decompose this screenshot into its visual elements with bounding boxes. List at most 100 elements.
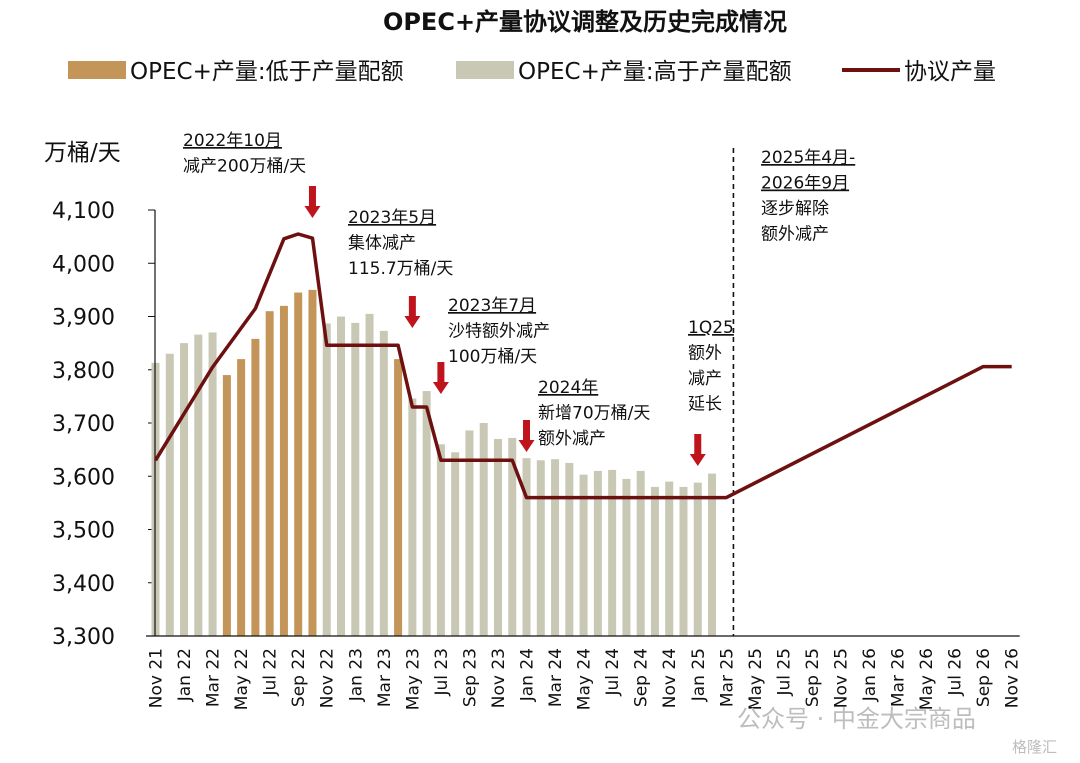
y-axis-unit-label: 万桶/天 <box>44 140 121 166</box>
bar-above-quota <box>465 430 474 636</box>
x-tick-label: Nov 23 <box>489 648 509 708</box>
legend-label-agreed-output: 协议产量 <box>904 59 996 85</box>
bar-below-quota <box>279 305 288 636</box>
x-tick-label: Jul 22 <box>261 648 281 697</box>
bar-above-quota <box>422 391 431 636</box>
x-tick-label: Jul 26 <box>946 648 966 697</box>
annotation-text: 沙特额外减产 <box>448 322 550 342</box>
agreed-output-layer <box>154 232 1012 500</box>
bar-above-quota <box>451 452 460 636</box>
x-tick-label: Jul 25 <box>774 648 794 697</box>
x-tick-label: May 26 <box>917 648 937 710</box>
bar-above-quota <box>479 423 488 636</box>
x-tick-label: May 22 <box>232 648 252 710</box>
bar-above-quota <box>608 469 617 636</box>
bar-above-quota <box>365 313 374 636</box>
x-axis: Nov 21 Jan 22 Mar 22 May 22 Jul 22 Sep 22 Nov … <box>147 648 1023 710</box>
x-tick-label: Jan 26 <box>860 648 880 702</box>
annotation-text: 2023年7月 <box>448 296 536 316</box>
bar-above-quota <box>708 473 717 636</box>
annotation-arrow-icon <box>404 296 421 328</box>
bar-below-quota <box>222 375 231 636</box>
bar-below-quota <box>294 292 303 636</box>
annotation-arrow-icon <box>432 362 449 394</box>
x-tick-label: Nov 21 <box>147 648 167 708</box>
bar-above-quota <box>322 323 331 636</box>
x-tick-label: Jan 25 <box>689 648 709 702</box>
bar-above-quota <box>679 486 688 636</box>
x-tick-label: Sep 22 <box>289 648 309 707</box>
chart-title: OPEC+产量协议调整及历史完成情况 <box>383 8 787 36</box>
x-tick-label: May 25 <box>746 648 766 710</box>
x-tick-label: Sep 26 <box>974 648 994 707</box>
legend-swatch-above-quota <box>456 61 514 79</box>
bar-below-quota <box>251 338 260 636</box>
y-tick-label: 4,100 <box>52 199 115 224</box>
bar-above-quota <box>208 332 217 636</box>
annotation-text: 减产200万桶/天 <box>183 157 306 177</box>
x-tick-label: Sep 24 <box>632 648 652 707</box>
agreed-output-line <box>154 232 1012 500</box>
bar-above-quota <box>508 437 517 636</box>
y-tick-label: 3,900 <box>52 306 115 331</box>
x-tick-label: Nov 24 <box>660 648 680 708</box>
annotation-arrow-icon <box>518 420 535 452</box>
x-tick-label: Jan 24 <box>518 648 538 702</box>
legend-swatch-below-quota <box>68 61 126 79</box>
x-tick-label: Mar 22 <box>204 648 224 707</box>
legend-label-below-quota: OPEC+产量:低于产量配额 <box>130 59 404 85</box>
x-tick-label: Nov 25 <box>831 648 851 708</box>
y-tick-label: 3,600 <box>52 465 115 490</box>
bar-below-quota <box>237 359 246 636</box>
annotation-text: 额外 <box>688 344 722 364</box>
annotation-text: 2022年10月 <box>183 131 282 151</box>
bar-above-quota <box>593 470 602 636</box>
annotation-text: 逐步解除 <box>761 199 829 219</box>
x-tick-label: Sep 23 <box>460 648 480 707</box>
legend-label-above-quota: OPEC+产量:高于产量配额 <box>518 59 792 85</box>
annotation-text: 2024年 <box>538 378 598 398</box>
x-tick-label: Jul 23 <box>432 648 452 697</box>
y-tick-label: 3,700 <box>52 412 115 437</box>
bar-above-quota <box>165 353 174 636</box>
bar-above-quota <box>622 478 631 636</box>
bar-above-quota <box>636 470 645 636</box>
x-tick-label: Mar 23 <box>375 648 395 707</box>
bar-below-quota <box>265 311 274 636</box>
bars-layer <box>151 289 717 636</box>
x-tick-label: Jan 22 <box>175 648 195 702</box>
annotation-text: 2026年9月 <box>761 174 849 194</box>
bar-above-quota <box>351 322 360 636</box>
watermark-logo: 格隆汇 <box>1012 738 1057 756</box>
annotation-text: 100万桶/天 <box>448 347 537 367</box>
y-tick-label: 3,500 <box>52 519 115 544</box>
bar-below-quota <box>308 289 317 636</box>
x-tick-label: Sep 25 <box>803 648 823 707</box>
annotation-text: 新增70万桶/天 <box>538 404 650 424</box>
x-tick-label: Nov 26 <box>1003 648 1023 708</box>
x-tick-label: Mar 24 <box>546 648 566 707</box>
bar-above-quota <box>536 460 545 636</box>
bar-above-quota <box>693 482 702 636</box>
bar-above-quota <box>579 474 588 636</box>
legend: OPEC+产量:低于产量配额 OPEC+产量:高于产量配额 协议产量 <box>68 59 996 85</box>
annotation-text: 减产 <box>688 369 722 389</box>
y-tick-label: 3,400 <box>52 572 115 597</box>
x-tick-label: Nov 22 <box>318 648 338 708</box>
bar-below-quota <box>394 359 403 636</box>
x-tick-label: Jan 23 <box>346 648 366 702</box>
bar-above-quota <box>337 316 346 636</box>
bar-above-quota <box>665 481 674 636</box>
annotation-text: 额外减产 <box>538 429 606 449</box>
x-tick-label: Jul 24 <box>603 648 623 697</box>
x-tick-label: May 23 <box>403 648 423 710</box>
x-tick-label: Mar 26 <box>889 648 909 707</box>
bar-above-quota <box>551 459 560 636</box>
annotation-text: 集体减产 <box>348 234 416 254</box>
x-tick-label: Mar 25 <box>717 648 737 707</box>
x-tick-label: May 24 <box>575 648 595 710</box>
bar-above-quota <box>436 444 445 636</box>
bar-above-quota <box>194 334 203 636</box>
